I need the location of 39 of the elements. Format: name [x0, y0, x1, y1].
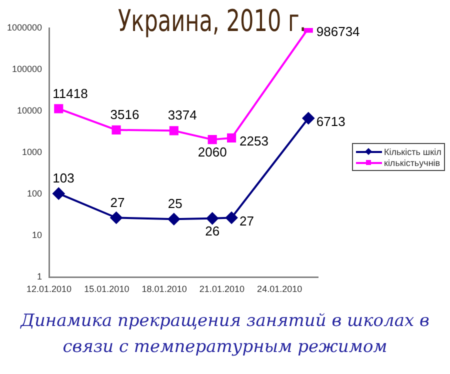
point [112, 125, 121, 134]
data-label: 103 [52, 170, 74, 186]
legend-label: Кількість шкіл [384, 146, 442, 156]
x-tick-label: 24.01.2010 [257, 284, 302, 294]
point [52, 188, 65, 200]
text: Динамика прекращения занятий в школах в связи с температурным режимом [19, 310, 430, 359]
x-tick-label: 21.01.2010 [199, 284, 244, 294]
data-label: 3374 [168, 108, 197, 123]
y-tick-label: 1000 [22, 147, 42, 158]
data-label: 2060 [198, 144, 227, 160]
x-tick-label: 15.01.2010 [84, 284, 130, 294]
y-tick-label: 100000 [12, 64, 42, 74]
data-label: 26 [205, 224, 220, 239]
point [226, 212, 238, 224]
x-tick-label: 18.01.2010 [142, 284, 187, 294]
x-tick-label: 12.01.2010 [26, 284, 72, 294]
data-label: 27 [240, 213, 254, 228]
data-label: 986734 [316, 24, 360, 39]
point [302, 112, 314, 124]
chart-title: Украина, 2010 г. [118, 4, 306, 39]
data-label: 2253 [240, 134, 268, 149]
y-tick-label: 1000000 [6, 22, 42, 32]
point [110, 212, 122, 224]
data-label: 6713 [316, 114, 346, 129]
data-label: 25 [168, 196, 182, 212]
data-label: 27 [110, 194, 125, 210]
point [227, 133, 236, 142]
point [54, 104, 64, 114]
legend-label: кількістьучнів [384, 158, 440, 168]
point [168, 213, 180, 226]
data-label: 11418 [52, 86, 88, 101]
y-tick-label: 100 [27, 188, 42, 199]
data-label: 3516 [110, 107, 140, 122]
y-tick-label: 10 [32, 230, 42, 240]
point [206, 212, 218, 224]
y-tick-label: 1 [37, 272, 42, 282]
point [208, 135, 217, 144]
point [169, 126, 178, 136]
y-tick-label: 10000 [17, 106, 42, 116]
